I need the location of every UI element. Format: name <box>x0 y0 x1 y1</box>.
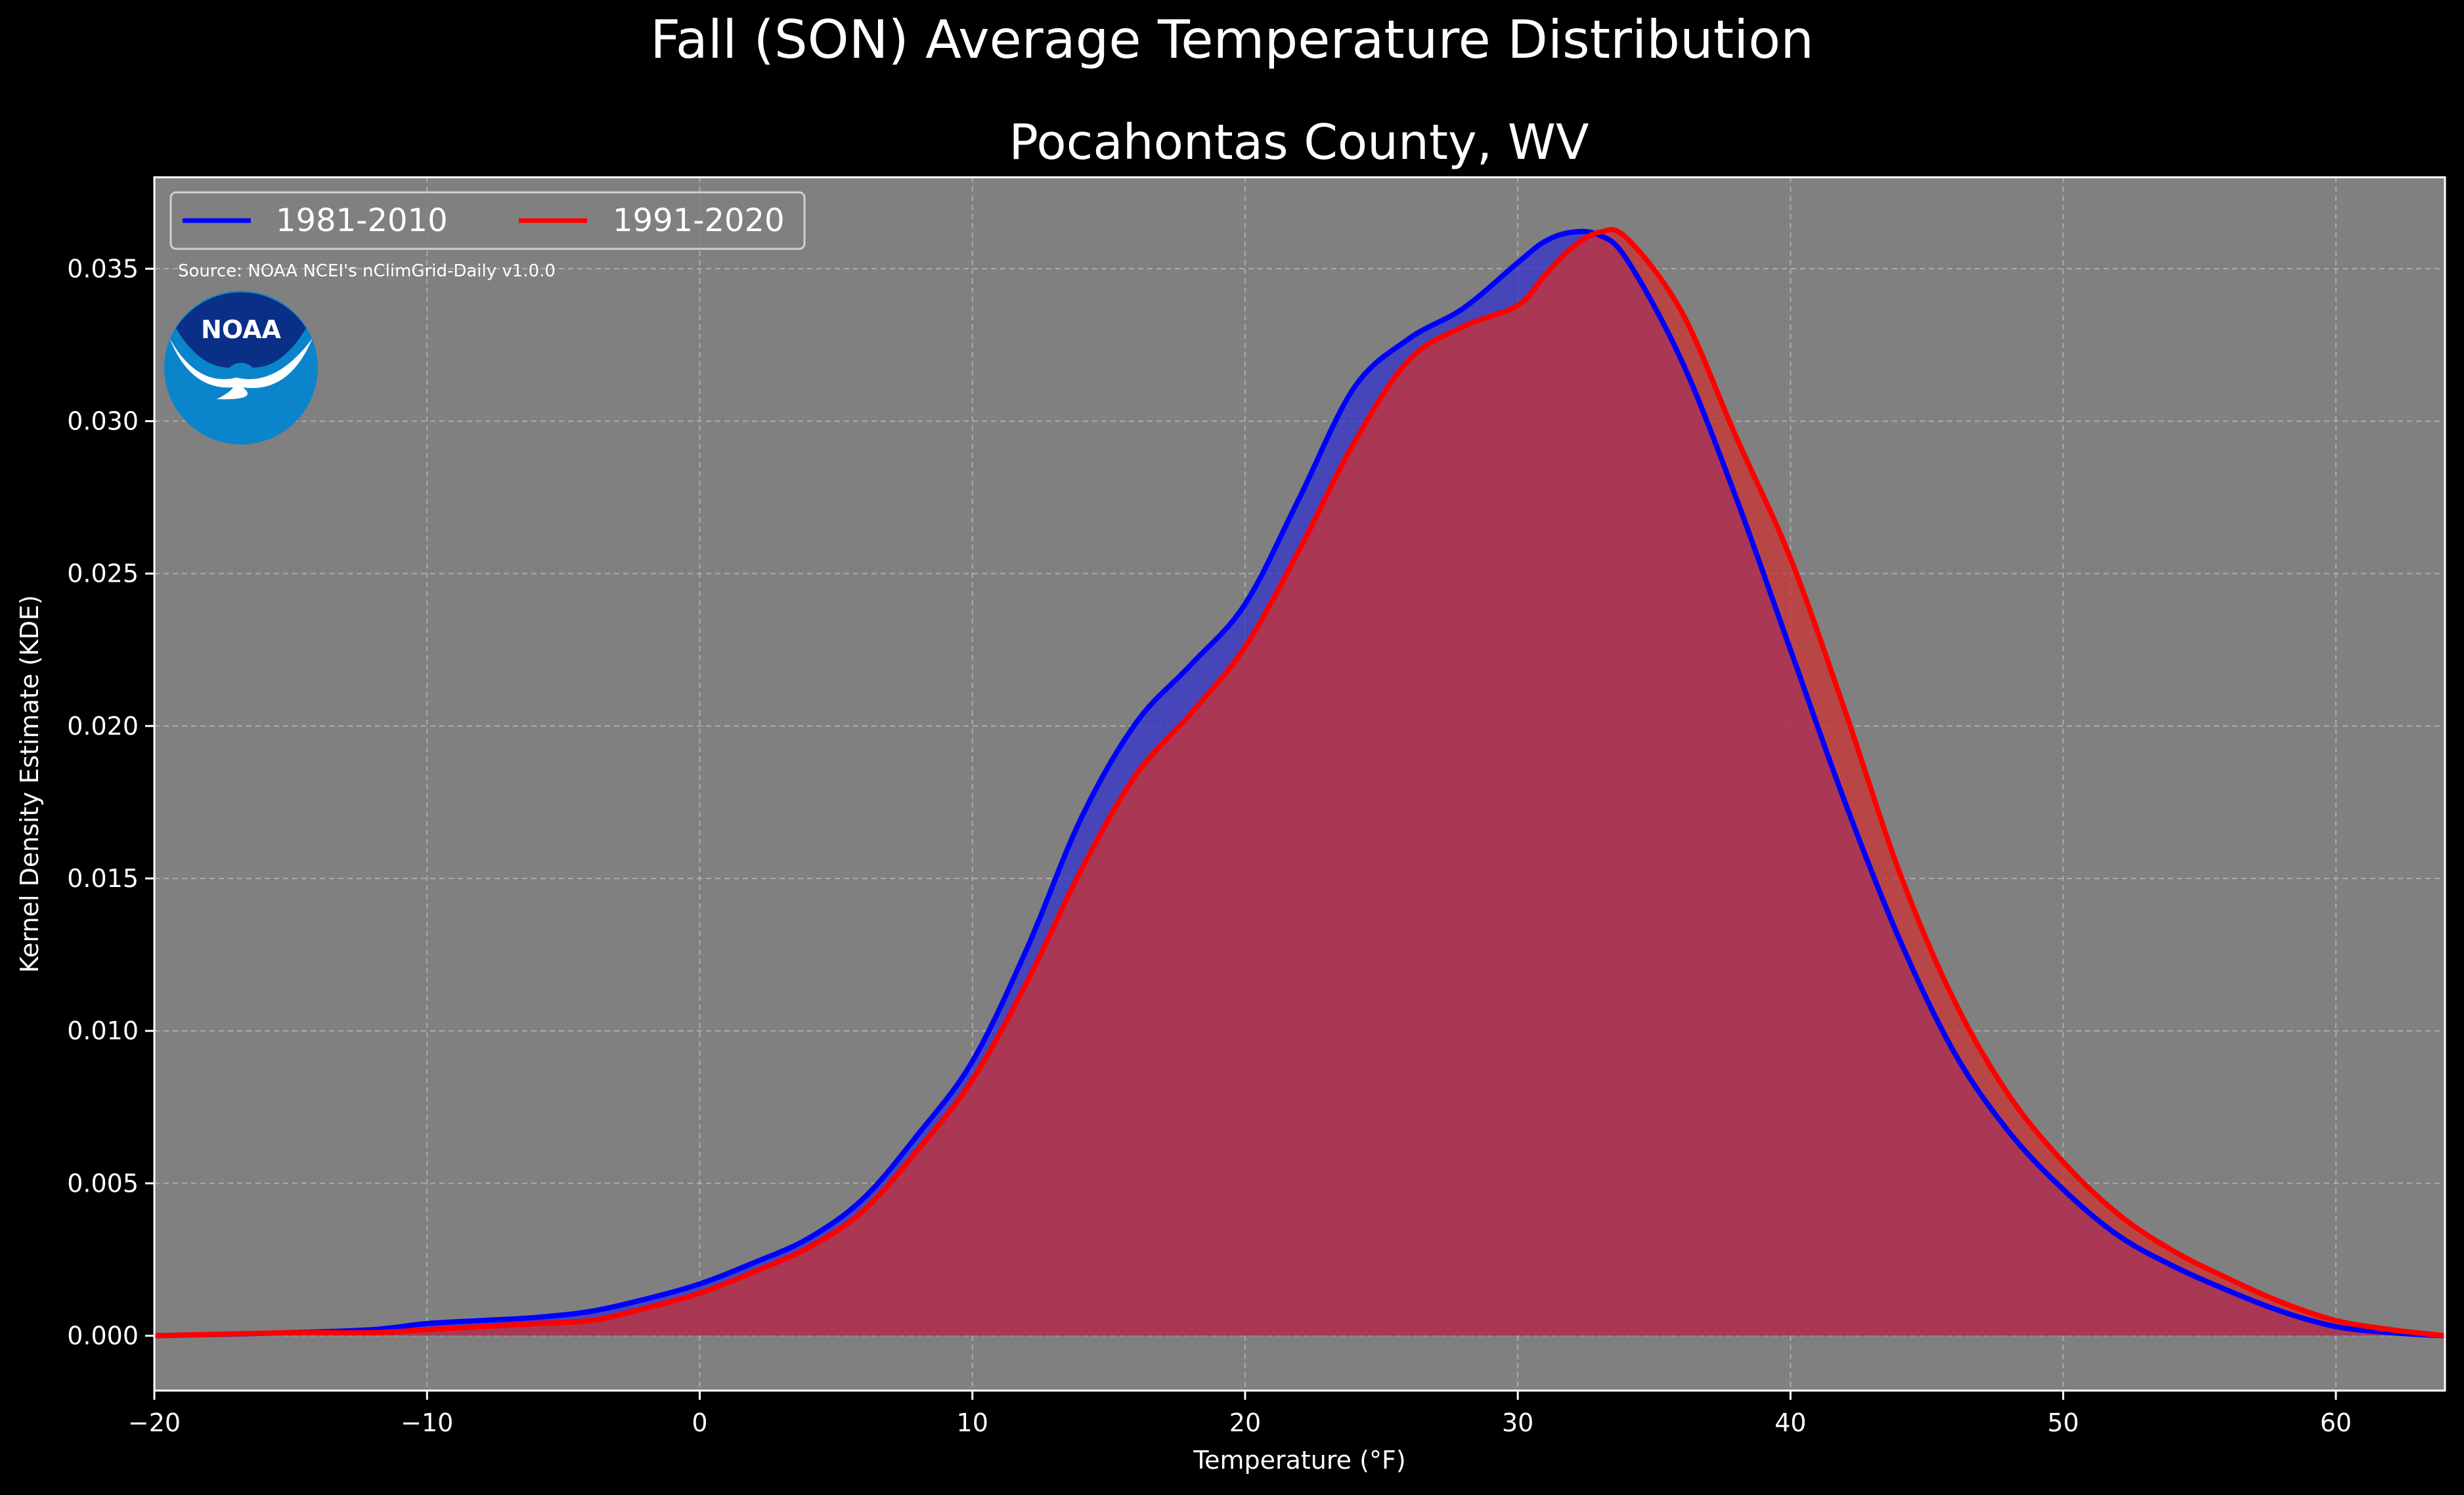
noaa-logo-top <box>176 292 306 368</box>
x-tick-label: 0 <box>692 1408 707 1437</box>
legend-label-1991-2020: 1991-2020 <box>613 202 785 239</box>
x-axis-label: Temperature (°F) <box>1193 1446 1405 1475</box>
axis-ticks: −20 −10 0 10 20 30 40 50 60 0.000 0.005 0.010 0.015 0… <box>67 254 2352 1437</box>
plot-frame <box>153 176 2446 1392</box>
x-tick-label: 50 <box>2047 1408 2079 1437</box>
line-1991-2020 <box>154 227 2446 1339</box>
y-tick-label: 0.030 <box>67 406 139 435</box>
x-tick-label: 30 <box>1502 1408 1533 1437</box>
source-annotation: Source: NOAA NCEI's nClimGrid-Daily v1.0… <box>178 261 556 281</box>
legend-box <box>169 191 806 250</box>
legend-label-1981-2010: 1981-2010 <box>276 202 448 239</box>
series-layer <box>154 227 2446 1339</box>
y-tick-label: 0.005 <box>67 1169 139 1198</box>
chart-title: Fall (SON) Average Temperature Distribut… <box>650 9 1814 70</box>
line-1981-2010 <box>154 228 2446 1339</box>
x-tick-label: −10 <box>401 1408 453 1437</box>
noaa-logo-text: NOAA <box>201 315 281 344</box>
x-tick-label: 40 <box>1774 1408 1806 1437</box>
legend: 1981-2010 1991-2020 <box>169 191 806 250</box>
y-tick-label: 0.035 <box>67 254 139 283</box>
x-tick-label: 60 <box>2320 1408 2352 1437</box>
y-tick-label: 0.015 <box>67 864 139 893</box>
noaa-logo: NOAA <box>164 291 318 444</box>
y-tick-label: 0.025 <box>67 559 139 588</box>
chart-subtitle: Pocahontas County, WV <box>1009 114 1589 171</box>
area-1991-2020 <box>154 229 2445 1336</box>
x-tick-label: −20 <box>128 1408 181 1437</box>
x-tick-label: 10 <box>957 1408 988 1437</box>
y-tick-label: 0.020 <box>67 712 139 741</box>
y-tick-label: 0.000 <box>67 1321 139 1350</box>
noaa-logo-bird <box>169 338 313 400</box>
y-axis-label: Kernel Density Estimate (KDE) <box>15 595 44 973</box>
y-tick-label: 0.010 <box>67 1016 139 1045</box>
x-tick-label: 20 <box>1229 1408 1261 1437</box>
